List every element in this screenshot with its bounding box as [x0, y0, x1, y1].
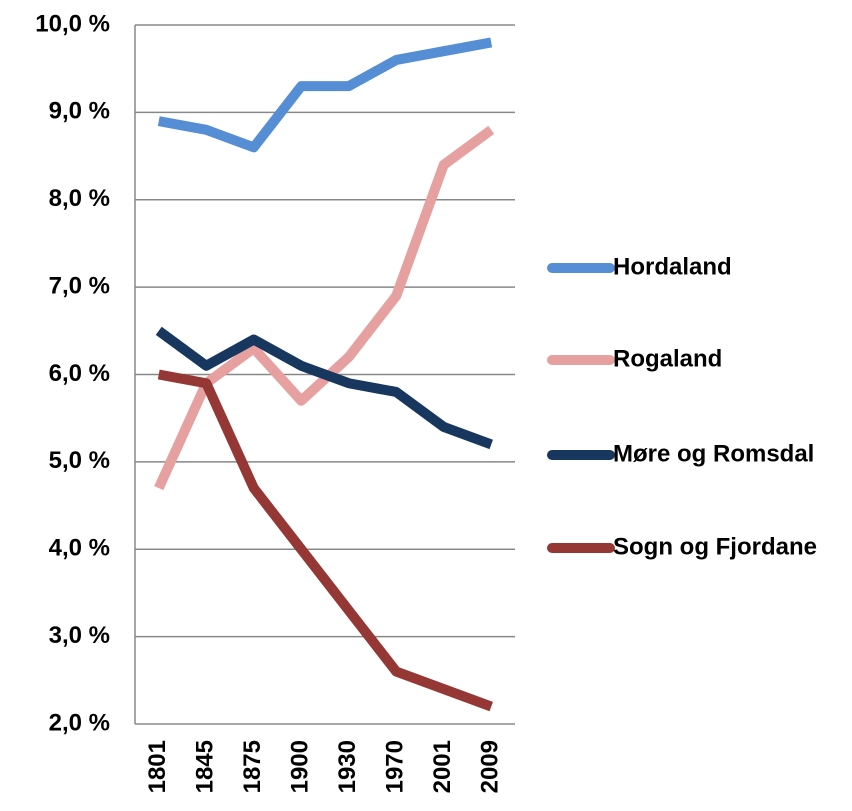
series-line	[154, 125, 495, 491]
x-tick-label: 1845	[192, 740, 219, 793]
y-tick-label: 4,0 %	[49, 535, 110, 562]
series-line	[155, 326, 493, 450]
y-tick-label: 9,0 %	[49, 98, 110, 125]
series-line	[157, 369, 493, 712]
series-line	[157, 37, 493, 153]
y-tick-label: 6,0 %	[49, 360, 110, 387]
x-tick-label: 1970	[382, 740, 409, 793]
x-tick-label: 2001	[429, 740, 456, 793]
legend-label: Hordaland	[613, 253, 732, 280]
x-tick-label: 1900	[287, 740, 314, 793]
y-tick-label: 5,0 %	[49, 447, 110, 474]
legend-label: Sogn og Fjordane	[613, 533, 817, 560]
y-tick-label: 3,0 %	[49, 622, 110, 649]
y-tick-label: 8,0 %	[49, 185, 110, 212]
x-tick-label: 1930	[334, 740, 361, 793]
y-tick-label: 2,0 %	[49, 709, 110, 736]
x-tick-label: 2009	[477, 740, 504, 793]
legend-label: Rogaland	[613, 345, 722, 372]
x-tick-label: 1801	[144, 740, 171, 793]
legend-label: Møre og Romsdal	[613, 440, 814, 467]
y-tick-label: 7,0 %	[49, 272, 110, 299]
y-tick-label: 10,0 %	[35, 10, 110, 37]
x-tick-label: 1875	[239, 740, 266, 793]
